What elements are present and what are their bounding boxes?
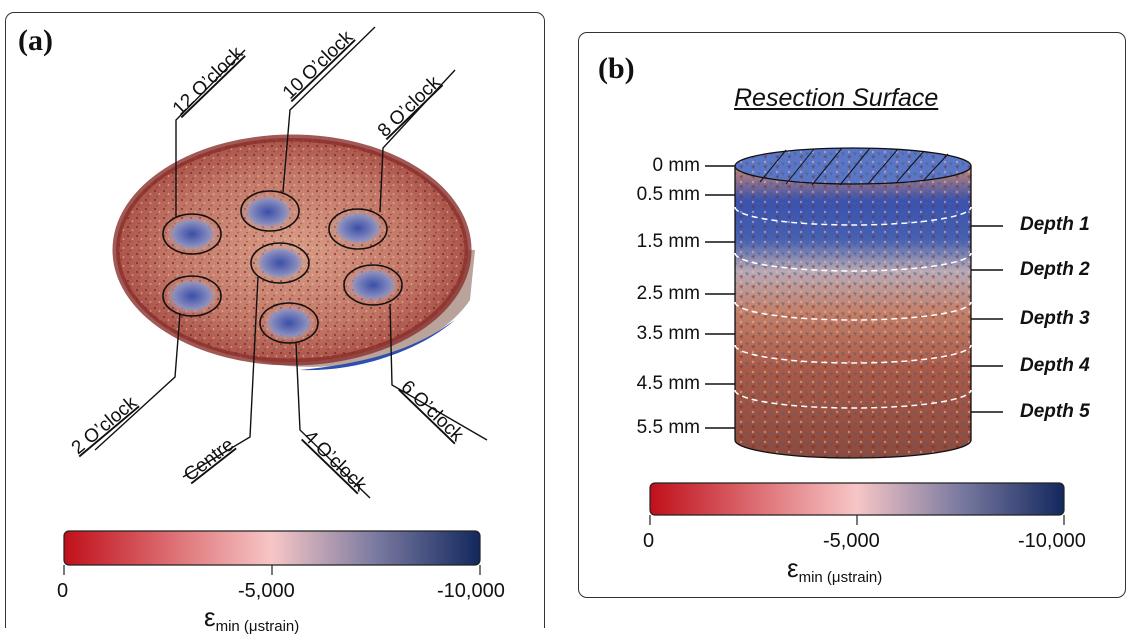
colorbar-b-tick-0: 0 — [643, 530, 655, 552]
colorbar-b-subscript: min (μstrain) — [798, 569, 883, 586]
depth-mark-2: 1.5 mm — [636, 231, 700, 252]
colorbar-a-tick-0: 0 — [57, 580, 69, 602]
depth-label-5: Depth 5 — [1020, 401, 1090, 422]
colorbar-b-tick-1: -5,000 — [823, 530, 880, 552]
label-8-oclock: 8 O’clock — [374, 72, 445, 142]
label-centre: Centre — [180, 434, 238, 486]
colorbar-b-symbol: ε — [787, 553, 799, 583]
region-centre — [250, 242, 310, 284]
depth-label-3: Depth 3 — [1020, 308, 1090, 329]
depth-label-4: Depth 4 — [1020, 355, 1090, 376]
depth-mark-3: 2.5 mm — [636, 283, 700, 304]
cylinder-specimen — [734, 147, 972, 459]
depth-mark-4: 3.5 mm — [636, 323, 700, 344]
region-10-oclock — [240, 190, 300, 232]
region-12-oclock — [162, 213, 222, 255]
colorbar-b-tick-2: -10,000 — [1018, 530, 1086, 552]
depth-label-1: Depth 1 — [1020, 214, 1090, 235]
label-10-oclock: 10 O’clock — [279, 27, 358, 104]
depth-mark-6: 5.5 mm — [636, 417, 700, 438]
depth-mark-5: 4.5 mm — [636, 373, 700, 394]
depth-mark-0: 0 mm — [652, 155, 701, 176]
region-8-oclock — [328, 208, 388, 250]
label-4-oclock: 4 O’clock — [300, 426, 371, 496]
colorbar-a-tick-2: -10,000 — [437, 580, 505, 602]
colorbar-b-title: εmin (μstrain) — [787, 553, 882, 586]
region-4-oclock — [259, 302, 319, 344]
label-12-oclock: 12 O’clock — [169, 43, 248, 120]
region-2-oclock — [162, 275, 222, 317]
label-6-oclock: 6 O’clock — [397, 376, 468, 446]
depth-mark-1: 0.5 mm — [636, 184, 700, 205]
colorbar-a-title: εmin (μstrain) — [204, 602, 299, 635]
colorbar-a-symbol: ε — [204, 602, 216, 632]
panel-b-label: (b) — [598, 52, 635, 85]
panel-a-label: (a) — [18, 24, 53, 57]
label-2-oclock: 2 O’clock — [68, 392, 142, 459]
colorbar-a-tick-1: -5,000 — [238, 580, 295, 602]
colorbar-a-subscript: min (μstrain) — [215, 618, 300, 635]
depth-label-2: Depth 2 — [1020, 259, 1090, 280]
bone-specimen — [112, 134, 475, 371]
resection-surface-title: Resection Surface — [734, 84, 939, 112]
colorbar-a — [63, 530, 481, 566]
region-6-oclock — [343, 264, 403, 306]
panel-b — [578, 32, 1126, 598]
